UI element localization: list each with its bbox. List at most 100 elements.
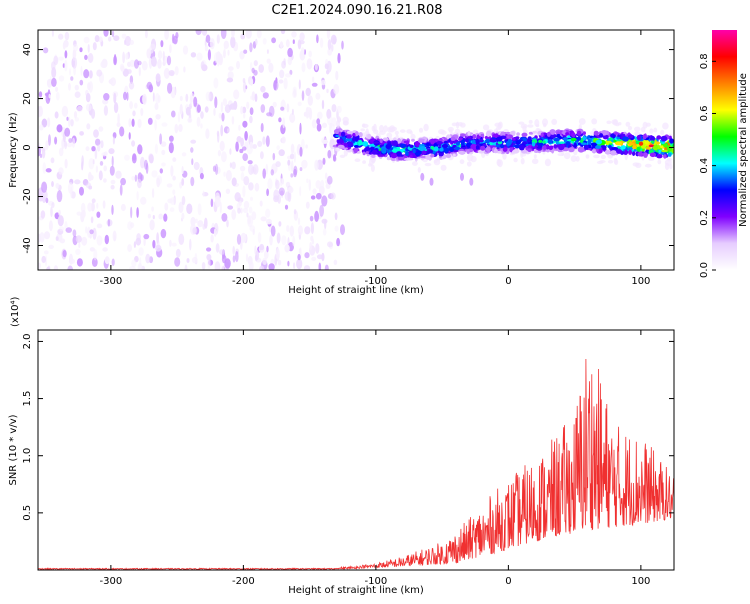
heatmap-noise-cell <box>270 169 274 176</box>
heatmap-noise-cell <box>45 168 52 173</box>
heatmap-noise-cell <box>237 197 244 203</box>
heatmap-noise-cell <box>240 171 245 181</box>
heatmap-band-cell <box>445 153 452 158</box>
heatmap-noise-cell <box>132 110 136 117</box>
heatmap-noise-cell <box>79 79 84 86</box>
heatmap-noise-cell <box>81 210 86 218</box>
heatmap-band-cell <box>589 135 594 139</box>
heatmap-noise-cell <box>149 219 155 231</box>
heatmap-band-cell <box>617 134 622 138</box>
heatmap-noise-cell <box>134 59 139 69</box>
heatmap-band-halo-cell <box>669 163 673 170</box>
heatmap-noise-cell <box>79 47 83 53</box>
heatmap-noise-cell <box>178 233 185 245</box>
heatmap-band-cell <box>599 133 604 138</box>
heatmap-noise-cell <box>74 91 81 98</box>
heatmap-band-halo-cell <box>455 122 460 126</box>
heatmap-noise-cell <box>289 225 294 237</box>
heatmap-band-halo-cell <box>660 129 665 136</box>
heatmap-band-cell <box>340 131 346 137</box>
heatmap-band-cell <box>358 132 363 138</box>
heatmap-band-cell <box>644 140 650 145</box>
heatmap-noise-cell <box>100 60 107 68</box>
heatmap-noise-cell <box>278 117 282 123</box>
heatmap-band-halo-cell <box>362 160 366 164</box>
heatmap-noise-cell <box>269 234 273 246</box>
heatmap-noise-cell <box>324 264 329 270</box>
heatmap-noise-cell <box>268 263 275 270</box>
heatmap-noise-cell <box>291 108 294 115</box>
heatmap-noise-cell <box>164 30 169 40</box>
heatmap-noise-cell <box>327 175 333 185</box>
heatmap-noise-cell <box>220 30 227 39</box>
heatmap-noise-cell <box>103 165 107 172</box>
heatmap-band-halo-cell <box>369 158 374 166</box>
heatmap-noise-cell <box>59 238 66 244</box>
heatmap-noise-cell <box>111 258 115 266</box>
colorbar-tick-label: 0.8 <box>699 53 710 69</box>
heatmap-noise-cell <box>287 159 291 166</box>
heatmap-band-halo-cell <box>543 123 547 128</box>
heatmap-noise-cell <box>108 36 112 42</box>
heatmap-noise-cell <box>190 139 197 144</box>
heatmap-noise-cell <box>193 96 198 108</box>
heatmap-noise-cell <box>319 37 324 48</box>
heatmap-noise-cell <box>149 43 156 50</box>
heatmap-noise-cell <box>54 111 59 119</box>
heatmap-noise-cell <box>306 58 313 70</box>
heatmap-band-halo-cell <box>632 162 640 167</box>
heatmap-noise-cell <box>215 195 221 208</box>
heatmap-noise-cell <box>134 174 138 182</box>
heatmap-noise-cell <box>315 192 322 200</box>
heatmap-noise-cell <box>197 203 202 216</box>
heatmap-y-tick-label: 0 <box>22 144 33 150</box>
heatmap-noise-cell <box>236 136 242 143</box>
heatmap-band-halo-cell <box>533 154 537 159</box>
heatmap-noise-cell <box>51 77 57 87</box>
heatmap-band-cell <box>439 147 444 152</box>
heatmap-noise-cell <box>124 39 127 45</box>
heatmap-band-cell <box>492 133 499 139</box>
heatmap-noise-cell <box>96 211 101 218</box>
heatmap-noise-cell <box>42 47 49 54</box>
heatmap-noise-cell <box>200 111 204 119</box>
heatmap-noise-cell <box>262 38 267 45</box>
heatmap-noise-cell <box>305 201 310 209</box>
heatmap-band-halo-cell <box>563 152 571 160</box>
heatmap-noise-cell <box>167 82 173 94</box>
heatmap-noise-cell <box>102 200 106 209</box>
heatmap-noise-cell <box>91 146 96 152</box>
heatmap-noise-cell <box>236 60 240 70</box>
heatmap-noise-cell <box>110 184 115 190</box>
heatmap-band-streak <box>460 172 464 181</box>
heatmap-noise-cell <box>190 176 195 187</box>
heatmap-noise-cell <box>314 63 318 71</box>
heatmap-band-halo-cell <box>379 130 386 136</box>
heatmap-band-cell <box>358 139 363 146</box>
heatmap-noise-cell <box>113 102 119 114</box>
heatmap-noise-cell <box>131 154 137 164</box>
heatmap-noise-cell <box>177 111 181 123</box>
heatmap-noise-cell <box>187 117 193 123</box>
snr-x-tick-label: 0 <box>505 576 511 587</box>
heatmap-noise-cell <box>73 43 78 52</box>
heatmap-band-cell <box>628 149 633 155</box>
heatmap-noise-cell <box>288 186 294 194</box>
heatmap-band-cell <box>399 154 404 157</box>
heatmap-noise-cell <box>227 71 234 80</box>
heatmap-noise-cell <box>293 262 296 269</box>
heatmap-band-halo-cell <box>627 126 633 131</box>
heatmap-noise-cell <box>116 122 121 128</box>
heatmap-noise-cell <box>136 191 139 201</box>
heatmap-noise-cell <box>58 56 64 61</box>
heatmap-band-cell <box>485 146 491 153</box>
heatmap-band-cell <box>400 143 406 149</box>
heatmap-noise-cell <box>103 105 108 116</box>
heatmap-noise-cell <box>324 63 329 70</box>
heatmap-noise-cell <box>98 126 104 132</box>
heatmap-x-tick-label: -200 <box>232 276 255 287</box>
heatmap-band-cell <box>660 135 668 142</box>
heatmap-band-cell <box>540 132 544 137</box>
heatmap-noise-cell <box>292 235 296 247</box>
snr-x-tick-label: -300 <box>100 576 123 587</box>
